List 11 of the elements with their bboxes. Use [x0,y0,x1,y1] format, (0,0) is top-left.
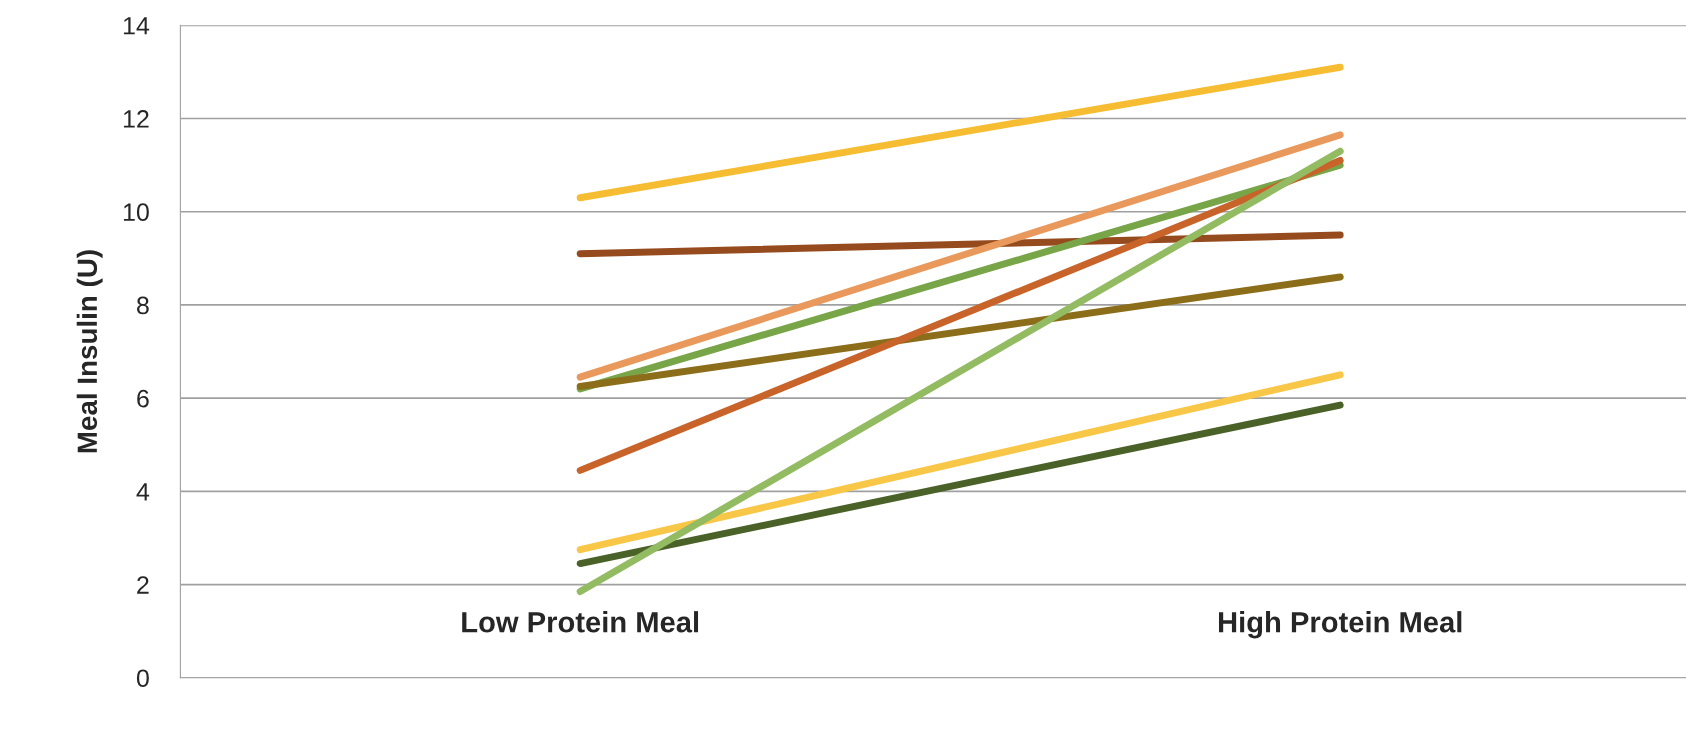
y-tick-label: 14 [123,17,150,35]
y-tick-label: 6 [137,389,149,408]
y-axis-title: Meal Insulin (U) [76,250,103,453]
x-tick-label: High Protein Meal [1218,611,1462,639]
y-tick-label: 0 [136,669,149,688]
y-tick-label: 10 [123,203,149,222]
y-tick-label: 4 [136,483,150,501]
y-tick-label: 2 [137,576,149,594]
y-tick-label: 8 [137,296,149,315]
y-tick-label: 12 [123,110,149,128]
x-tick-label: Low Protein Meal [462,611,699,633]
